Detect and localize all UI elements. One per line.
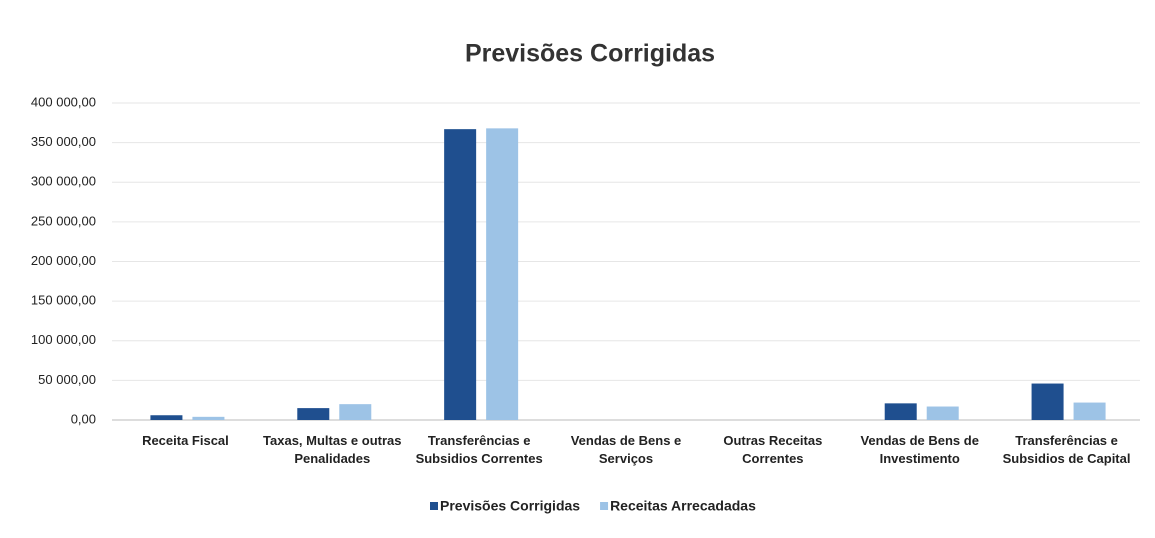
x-tick-label: Receita Fiscal xyxy=(142,433,229,448)
x-tick-label: Outras Receitas Correntes xyxy=(723,433,823,466)
y-tick-label: 100 000,00 xyxy=(31,332,96,347)
bar xyxy=(339,404,372,420)
bar xyxy=(297,408,330,420)
bar xyxy=(884,403,917,420)
y-tick-label: 50 000,00 xyxy=(38,372,96,387)
bar xyxy=(192,416,225,420)
y-tick-label: 300 000,00 xyxy=(31,174,96,189)
y-tick-label: 200 000,00 xyxy=(31,253,96,268)
y-tick-label: 0,00 xyxy=(71,411,96,426)
x-tick-label: Transferências e Subsidios de Capital xyxy=(1002,433,1131,466)
bar xyxy=(926,406,959,420)
legend-label: Receitas Arrecadadas xyxy=(610,498,756,514)
legend-swatch xyxy=(430,502,438,510)
x-tick-label: Taxas, Multas e outras Penalidades xyxy=(263,433,402,466)
legend-label: Previsões Corrigidas xyxy=(440,498,580,514)
x-tick-label: Vendas de Bens e Serviços xyxy=(570,433,682,466)
bar xyxy=(444,129,477,420)
y-tick-label: 150 000,00 xyxy=(31,293,96,308)
legend-swatch xyxy=(600,502,609,510)
y-tick-label: 250 000,00 xyxy=(31,213,96,228)
y-tick-label: 350 000,00 xyxy=(31,134,96,149)
bar xyxy=(1031,383,1064,420)
x-tick-label: Vendas de Bens de Investimento xyxy=(860,433,979,466)
chart-title: Previsões Corrigidas xyxy=(465,40,715,68)
y-tick-label: 400 000,00 xyxy=(31,94,96,109)
bar xyxy=(1073,402,1106,420)
bar xyxy=(150,415,183,420)
bar xyxy=(486,128,519,421)
x-tick-label: Transferências e Subsidios Correntes xyxy=(415,433,543,466)
